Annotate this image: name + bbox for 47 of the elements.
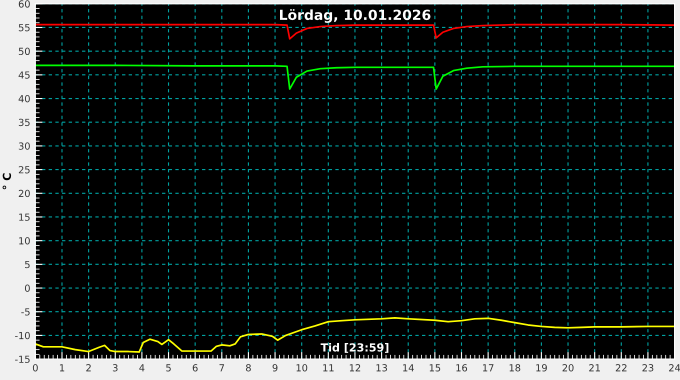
x-tick-label: 15 <box>430 364 440 372</box>
y-tick-label: 60 <box>18 0 30 8</box>
y-tick-label: 50 <box>18 48 30 56</box>
x-tick-label: 13 <box>376 364 387 372</box>
y-tick-label: 30 <box>18 142 30 150</box>
y-tick-label: 40 <box>18 95 30 102</box>
x-tick-label: 8 <box>246 364 251 372</box>
line-series <box>35 64 675 90</box>
x-tick-label: 1 <box>60 364 64 372</box>
line-series <box>35 24 675 40</box>
y-tick-label: 20 <box>18 190 30 198</box>
x-tick-label: 19 <box>536 364 547 372</box>
y-tick-label: -10 <box>15 332 30 340</box>
y-tick-label: 0 <box>24 284 30 292</box>
x-tick-label: 11 <box>323 364 334 372</box>
x-tick-label: 23 <box>642 364 654 372</box>
x-tick-label: 5 <box>166 364 171 372</box>
x-tick-label: 20 <box>562 364 574 372</box>
x-axis-title: Tid [23:59] <box>320 343 388 353</box>
line-series <box>35 317 675 353</box>
y-tick-label: 5 <box>25 260 30 268</box>
x-tick-label: 18 <box>510 364 520 372</box>
x-tick-label: 7 <box>220 364 224 372</box>
y-tick-label: 45 <box>18 71 30 79</box>
y-tick-label: 35 <box>18 118 30 126</box>
x-tick-label: 0 <box>32 364 38 372</box>
x-tick-label: 4 <box>139 364 144 372</box>
y-tick-label: 25 <box>18 166 30 174</box>
y-tick-label: 10 <box>19 237 30 244</box>
x-tick-label: 17 <box>483 364 494 372</box>
y-tick-label: 15 <box>19 214 30 221</box>
x-tick-label: 22 <box>616 364 627 372</box>
y-axis-title: ° C <box>2 173 12 190</box>
x-tick-label: 16 <box>456 364 468 372</box>
x-tick-label: 2 <box>86 364 91 372</box>
x-tick-label: 12 <box>350 364 360 372</box>
x-tick-label: 24 <box>669 364 680 372</box>
x-tick-label: 9 <box>272 364 278 372</box>
y-tick-label: 55 <box>18 24 30 32</box>
x-tick-label: 3 <box>112 364 118 372</box>
x-tick-label: 14 <box>403 364 414 372</box>
chart-title: Lördag, 10.01.2026 <box>280 9 430 23</box>
y-tick-label: -15 <box>15 356 30 363</box>
y-tick-label: -5 <box>21 308 30 316</box>
x-tick-label: 10 <box>296 364 308 372</box>
x-tick-label: 21 <box>589 364 600 372</box>
x-tick-label: 6 <box>192 364 198 372</box>
